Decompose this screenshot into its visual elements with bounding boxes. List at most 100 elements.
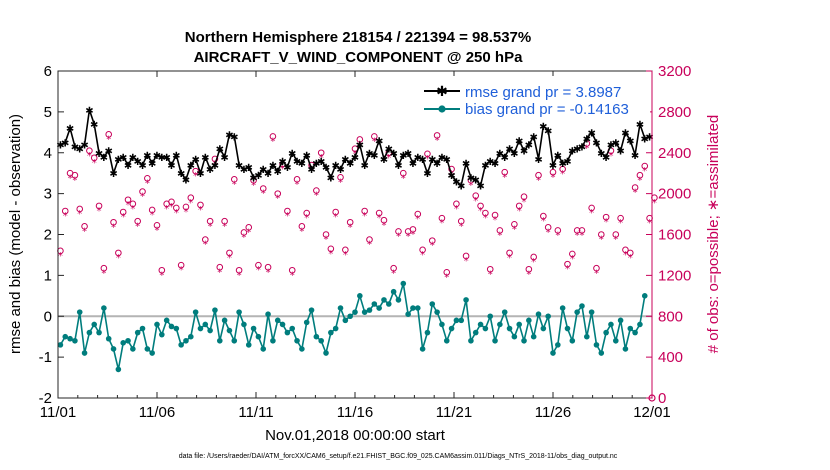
possible-obs-point (612, 231, 620, 238)
rmse-point: ✱ (351, 153, 359, 164)
assimilated-obs-point: * (444, 272, 449, 283)
bias-point (492, 337, 498, 344)
bias-point (110, 346, 117, 352)
rmse-point: ✱ (626, 136, 634, 147)
rmse-point: ✱ (187, 161, 195, 172)
bias-point (216, 337, 223, 344)
assimilated-obs-point: * (536, 175, 541, 186)
bias-point (134, 329, 141, 336)
assimilated-obs-point: * (145, 178, 150, 189)
bias-point (163, 317, 170, 324)
assimilated-obs-point: * (135, 221, 140, 232)
rmse-point: ✱ (558, 159, 566, 170)
bias-point (159, 331, 165, 338)
possible-obs-point (453, 200, 460, 208)
rmse-point: ✱ (476, 181, 484, 192)
bias-point (192, 309, 199, 315)
bias-point (477, 321, 484, 328)
rmse-point: ✱ (641, 134, 649, 145)
bias-point (439, 321, 445, 328)
assimilated-obs-point: * (579, 231, 584, 242)
bias-point (178, 342, 184, 348)
rmse-point: ✱ (85, 106, 93, 117)
bias-point (516, 321, 522, 328)
bias-point (569, 337, 576, 344)
rmse-point: ✱ (138, 161, 146, 172)
possible-obs-point (206, 217, 214, 225)
possible-obs-point (535, 171, 542, 179)
bias-point (231, 337, 238, 344)
assimilated-obs-point: * (497, 231, 502, 242)
assimilated-obs-point: * (68, 173, 73, 184)
bias-point (424, 329, 431, 336)
rmse-point: ✱ (631, 151, 639, 162)
possible-obs-point (617, 214, 624, 222)
bias-point (221, 317, 228, 324)
bias-point (612, 337, 619, 344)
possible-obs-point (501, 168, 509, 176)
rmse-point: ✱ (143, 151, 151, 162)
bias-point (555, 342, 561, 348)
possible-obs-point (119, 208, 127, 216)
bias-point (337, 305, 344, 311)
rmse-point: ✱ (457, 181, 465, 192)
bias-point (313, 333, 320, 340)
possible-obs-point (409, 226, 417, 233)
bias-point (101, 305, 107, 311)
assimilated-obs-point: * (391, 268, 396, 279)
rmse-point: ✱ (370, 151, 378, 162)
assimilated-obs-point: * (251, 180, 256, 191)
rmse-point: ✱ (278, 157, 286, 168)
possible-obs-point (515, 202, 523, 210)
possible-obs-point (240, 229, 248, 236)
assimilated-obs-point: * (92, 158, 97, 169)
bias-point (207, 327, 213, 334)
assimilated-obs-point: * (507, 253, 512, 264)
assimilated-obs-point: * (324, 235, 329, 246)
possible-obs-point (419, 246, 426, 254)
bias-point (245, 342, 252, 348)
assimilated-obs-point: * (628, 253, 633, 264)
assimilated-obs-point: * (517, 206, 522, 217)
rmse-point: ✱ (414, 153, 422, 164)
possible-obs-point (269, 133, 277, 140)
possible-obs-point (564, 260, 571, 268)
bias-point (429, 301, 436, 307)
assimilated-obs-point: * (478, 206, 483, 217)
bias-point (511, 333, 518, 340)
rmse-point: ✱ (216, 145, 224, 156)
bias-point (241, 321, 247, 328)
assimilated-obs-point: * (425, 154, 430, 165)
possible-obs-point (255, 261, 262, 269)
left-y-tick-label: -2 (39, 390, 52, 407)
rmse-point: ✱ (269, 161, 277, 172)
bias-point (627, 325, 634, 332)
possible-obs-point (597, 231, 605, 238)
rmse-point: ✱ (259, 165, 267, 176)
left-y-tick-label: 0 (44, 308, 52, 325)
right-y-tick-label: 1200 (658, 267, 691, 284)
assimilated-obs-point: * (169, 202, 174, 213)
x-tick-label: 11/21 (436, 404, 472, 421)
bias-point (521, 337, 527, 344)
bias-point (381, 297, 387, 303)
assimilated-obs-point: * (121, 212, 126, 223)
bias-point (637, 321, 643, 328)
bias-point (115, 366, 122, 373)
bias-point (434, 309, 440, 315)
rmse-point: ✱ (592, 139, 600, 150)
rmse-point: ✱ (394, 161, 402, 172)
rmse-point: ✱ (501, 153, 509, 164)
bias-point (265, 311, 271, 318)
x-tick-label: 11/01 (40, 404, 76, 421)
possible-obs-point (95, 202, 103, 210)
bias-point (584, 333, 590, 340)
possible-obs-point (491, 211, 499, 219)
assimilated-obs-point: * (512, 224, 517, 235)
possible-obs-point (76, 205, 84, 213)
legend-bias-marker (438, 105, 446, 113)
rmse-point: ✱ (438, 153, 446, 164)
rmse-point: ✱ (331, 161, 339, 172)
assimilated-obs-point: * (353, 149, 358, 160)
assimilated-obs-point: * (633, 188, 638, 199)
